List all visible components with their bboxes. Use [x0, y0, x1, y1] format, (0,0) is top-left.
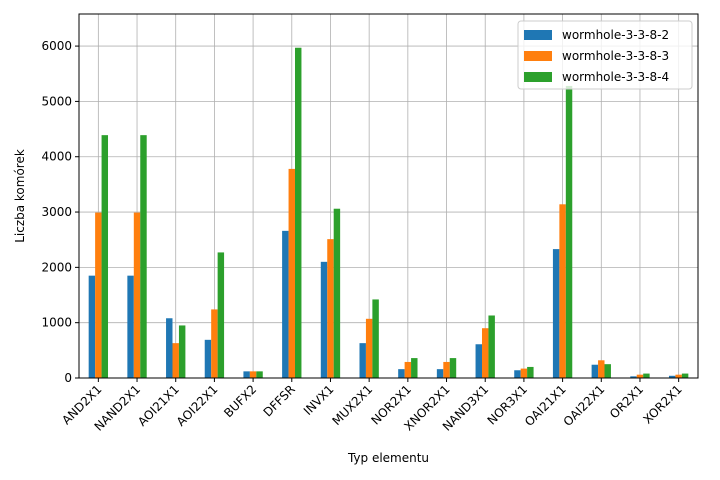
bar: [520, 368, 528, 378]
bar: [95, 212, 102, 378]
bar: [365, 318, 373, 378]
bar: [282, 230, 289, 378]
legend-label: wormhole-3-3-8-3: [562, 49, 669, 63]
bar: [288, 168, 296, 378]
bar: [398, 369, 405, 378]
bar: [88, 275, 96, 378]
bar: [166, 318, 173, 378]
bar: [243, 371, 250, 378]
bar: [527, 366, 534, 378]
bar: [559, 204, 566, 378]
bar: [127, 275, 134, 378]
bar: [514, 370, 521, 378]
bar: [675, 374, 682, 378]
y-tick-label: 3000: [41, 205, 72, 219]
legend-swatch: [524, 51, 552, 61]
y-axis-label: Liczba komórek: [13, 149, 27, 243]
bar: [211, 309, 218, 378]
bar: [327, 239, 334, 378]
bar: [604, 364, 611, 378]
legend: wormhole-3-3-8-2 wormhole-3-3-8-3 wormhole…: [517, 20, 693, 90]
bar: [217, 252, 225, 378]
bar: [449, 358, 457, 378]
bar: [481, 328, 489, 378]
bar: [668, 375, 676, 378]
bar: [681, 373, 689, 378]
bars: [88, 47, 689, 379]
x-axis-label: Typ elementu: [347, 451, 429, 465]
y-tick-label: 6000: [41, 39, 72, 53]
y-axis-ticks: 0 1000 2000 3000 4000 5000 6000: [41, 39, 79, 385]
bar: [404, 361, 412, 378]
bar: [256, 371, 263, 378]
bar: [598, 360, 605, 378]
bar: [630, 376, 637, 378]
bar: [475, 344, 482, 378]
bar: [172, 343, 179, 378]
bar: [140, 135, 147, 378]
bar: [643, 373, 650, 378]
y-tick-label: 5000: [41, 94, 72, 108]
legend-swatch: [524, 30, 552, 40]
y-tick-label: 1000: [41, 316, 72, 330]
bar: [372, 299, 379, 378]
bar: [249, 371, 257, 378]
bar: [488, 315, 495, 378]
bar: [436, 369, 444, 378]
bar: [295, 47, 302, 378]
bar: [333, 208, 341, 378]
bar: [178, 325, 186, 378]
bar: [443, 361, 450, 378]
bar: [552, 249, 560, 378]
legend-label: wormhole-3-3-8-4: [562, 70, 669, 84]
y-tick-label: 4000: [41, 150, 72, 164]
bar: [565, 85, 573, 379]
bar: [591, 364, 599, 378]
y-tick-label: 2000: [41, 260, 72, 274]
plot-frame: [78, 13, 699, 379]
bar: [204, 339, 212, 378]
bar: [320, 261, 328, 378]
legend-box: [517, 20, 693, 90]
bar: [636, 374, 644, 378]
legend-swatch: [524, 72, 552, 82]
bar: [411, 358, 418, 378]
y-tick-label: 0: [64, 371, 72, 385]
legend-label: wormhole-3-3-8-2: [562, 28, 669, 42]
bar: [359, 343, 366, 378]
bar: [133, 212, 141, 378]
bar: [101, 135, 109, 378]
